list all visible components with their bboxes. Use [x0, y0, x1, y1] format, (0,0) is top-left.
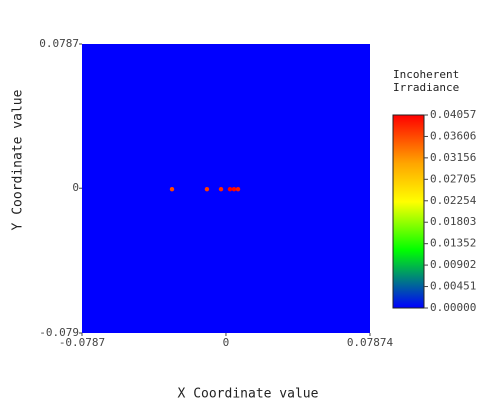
y-axis-title: Y Coordinate value: [11, 89, 26, 230]
colorbar-tick-label: 0.02254: [430, 194, 477, 207]
colorbar-title: Incoherent: [393, 68, 459, 81]
y-tick-label: -0.079: [39, 326, 79, 339]
hot-spot: [218, 186, 224, 192]
x-tick-label: 0.07874: [347, 336, 394, 349]
y-tick-label: 0: [72, 181, 79, 194]
x-tick-label: 0: [223, 336, 230, 349]
colorbar-tick-label: 0.01352: [430, 237, 476, 250]
hot-spot: [204, 186, 210, 192]
x-axis-title: X Coordinate value: [178, 387, 319, 402]
y-tick-label: 0.0787: [39, 37, 79, 50]
colorbar: [392, 114, 425, 309]
hot-spot: [231, 186, 237, 192]
colorbar-tick-label: 0.03606: [430, 129, 476, 142]
colorbar-tick-label: 0.04057: [430, 108, 476, 121]
colorbar-title: Irradiance: [393, 81, 459, 94]
x-tick-label: -0.0787: [59, 336, 105, 349]
colorbar-tick-label: 0.00000: [430, 301, 476, 314]
colorbar-tick-label: 0.02705: [430, 172, 476, 185]
heatmap-field: [82, 44, 370, 333]
hot-spot: [169, 186, 175, 192]
hot-spot: [227, 186, 233, 192]
hot-spot: [235, 186, 241, 192]
colorbar-tick-label: 0.00451: [430, 280, 476, 293]
colorbar-tick-label: 0.01803: [430, 215, 476, 228]
colorbar-tick-label: 0.00902: [430, 258, 476, 271]
colorbar-tick-label: 0.03156: [430, 151, 476, 164]
